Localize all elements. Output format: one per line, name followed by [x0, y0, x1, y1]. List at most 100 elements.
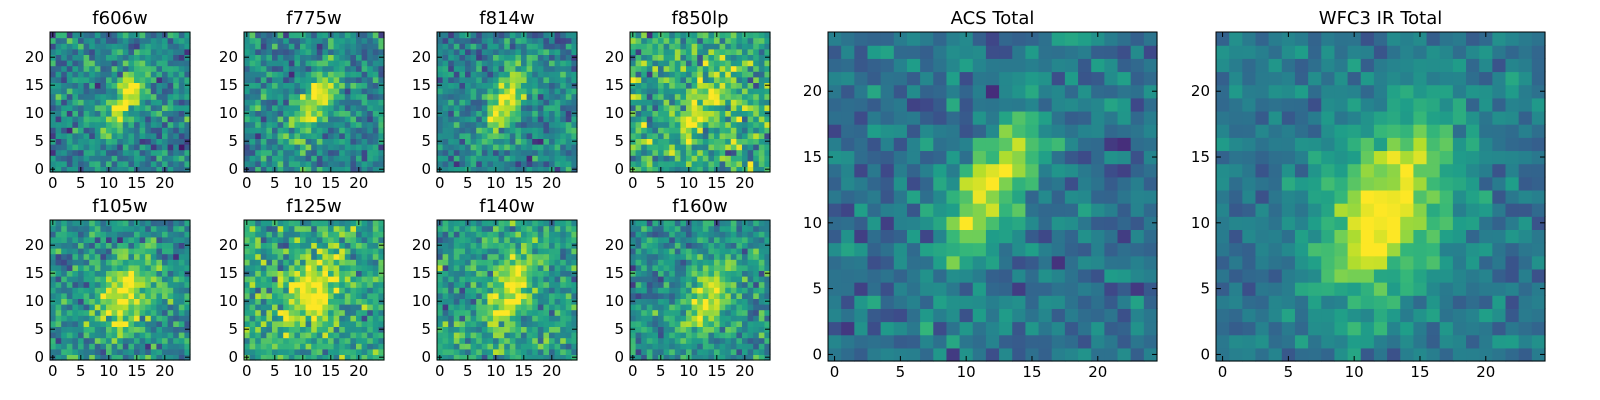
- heatmap-cell: [78, 121, 85, 128]
- heatmap-cell: [255, 248, 262, 255]
- heatmap-cell: [260, 149, 267, 156]
- heatmap-cell: [459, 337, 466, 344]
- heatmap-cell: [139, 110, 146, 117]
- heatmap-cell: [635, 54, 642, 61]
- heatmap-cell: [437, 121, 444, 128]
- heatmap-cell: [322, 298, 329, 305]
- heatmap-cell: [111, 32, 118, 39]
- heatmap-cell: [311, 127, 318, 134]
- heatmap-cell: [442, 292, 449, 299]
- heatmap-cell: [532, 104, 539, 111]
- heatmap-cell: [554, 104, 561, 111]
- heatmap-cell: [630, 281, 637, 288]
- heatmap-cell: [646, 276, 653, 283]
- heatmap-cell: [272, 160, 279, 167]
- heatmap-cell: [145, 116, 152, 123]
- heatmap-cell: [100, 121, 107, 128]
- heatmap-cell: [255, 65, 262, 72]
- heatmap-cell: [145, 138, 152, 145]
- heatmap-cell: [442, 166, 449, 173]
- heatmap-cell: [554, 220, 561, 227]
- heatmap-cell: [167, 292, 174, 299]
- heatmap-cell: [515, 166, 522, 173]
- heatmap-cell: [277, 281, 284, 288]
- heatmap-cell: [481, 220, 488, 227]
- heatmap-cell: [134, 225, 141, 232]
- heatmap-cell: [361, 65, 368, 72]
- heatmap-cell: [106, 54, 113, 61]
- heatmap-cell: [266, 248, 273, 255]
- heatmap-cell: [448, 99, 455, 106]
- heatmap-cell: [571, 93, 578, 100]
- heatmap-cell: [515, 104, 522, 111]
- heatmap-cell: [442, 65, 449, 72]
- heatmap-cell: [448, 110, 455, 117]
- heatmap-cell: [122, 60, 129, 67]
- heatmap-cell: [465, 144, 472, 151]
- heatmap-cell: [145, 354, 152, 361]
- heatmap-cell: [565, 248, 572, 255]
- heatmap-cell: [708, 298, 715, 305]
- x-tick-label: 15: [514, 174, 533, 192]
- heatmap-cell: [288, 298, 295, 305]
- heatmap-cell: [260, 116, 267, 123]
- heatmap-cell: [493, 160, 500, 167]
- heatmap-cell: [493, 348, 500, 355]
- heatmap-cell: [55, 248, 62, 255]
- heatmap-cell: [260, 43, 267, 50]
- heatmap-cell: [652, 354, 659, 361]
- heatmap-cell: [283, 60, 290, 67]
- heatmap-cell: [719, 354, 726, 361]
- heatmap-cell: [78, 259, 85, 266]
- heatmap-cell: [702, 276, 709, 283]
- heatmap-cell: [344, 132, 351, 139]
- heatmap-cell: [255, 253, 262, 260]
- heatmap-cell: [139, 304, 146, 311]
- heatmap-cell: [526, 88, 533, 95]
- heatmap-cell: [333, 138, 340, 145]
- heatmap-cell: [686, 138, 693, 145]
- heatmap-cell: [532, 116, 539, 123]
- heatmap-cell: [178, 132, 185, 139]
- heatmap-cell: [150, 337, 157, 344]
- heatmap-cell: [747, 320, 754, 327]
- heatmap-cell: [725, 82, 732, 89]
- heatmap-cell: [686, 348, 693, 355]
- heatmap-cell: [758, 337, 765, 344]
- heatmap-cell: [526, 132, 533, 139]
- heatmap-cell: [509, 343, 516, 350]
- heatmap-cell: [134, 287, 141, 294]
- heatmap-cell: [184, 104, 191, 111]
- heatmap-cell: [361, 343, 368, 350]
- heatmap-cell: [504, 99, 511, 106]
- heatmap-cell: [162, 337, 169, 344]
- heatmap-cell: [117, 43, 124, 50]
- heatmap-cell: [719, 326, 726, 333]
- heatmap-cell: [311, 71, 318, 78]
- heatmap-cell: [100, 43, 107, 50]
- heatmap-cell: [66, 88, 73, 95]
- heatmap-cell: [521, 144, 528, 151]
- heatmap-cell: [658, 132, 665, 139]
- heatmap-cell: [333, 166, 340, 173]
- heatmap-cell: [453, 99, 460, 106]
- heatmap-cell: [277, 71, 284, 78]
- heatmap-cell: [532, 71, 539, 78]
- heatmap-cell: [571, 37, 578, 44]
- heatmap-cell: [333, 32, 340, 39]
- heatmap-cell: [504, 93, 511, 100]
- heatmap-cell: [487, 287, 494, 294]
- heatmap-cell: [94, 93, 101, 100]
- heatmap-cell: [117, 138, 124, 145]
- heatmap-cell: [635, 93, 642, 100]
- heatmap-cell: [367, 337, 374, 344]
- heatmap-cell: [350, 264, 357, 271]
- heatmap-cell: [184, 236, 191, 243]
- heatmap-cell: [311, 253, 318, 260]
- heatmap-cell: [372, 138, 379, 145]
- heatmap-cell: [106, 121, 113, 128]
- heatmap-cell: [571, 116, 578, 123]
- heatmap-cell: [266, 37, 273, 44]
- heatmap-cell: [66, 99, 73, 106]
- heatmap-cell: [708, 343, 715, 350]
